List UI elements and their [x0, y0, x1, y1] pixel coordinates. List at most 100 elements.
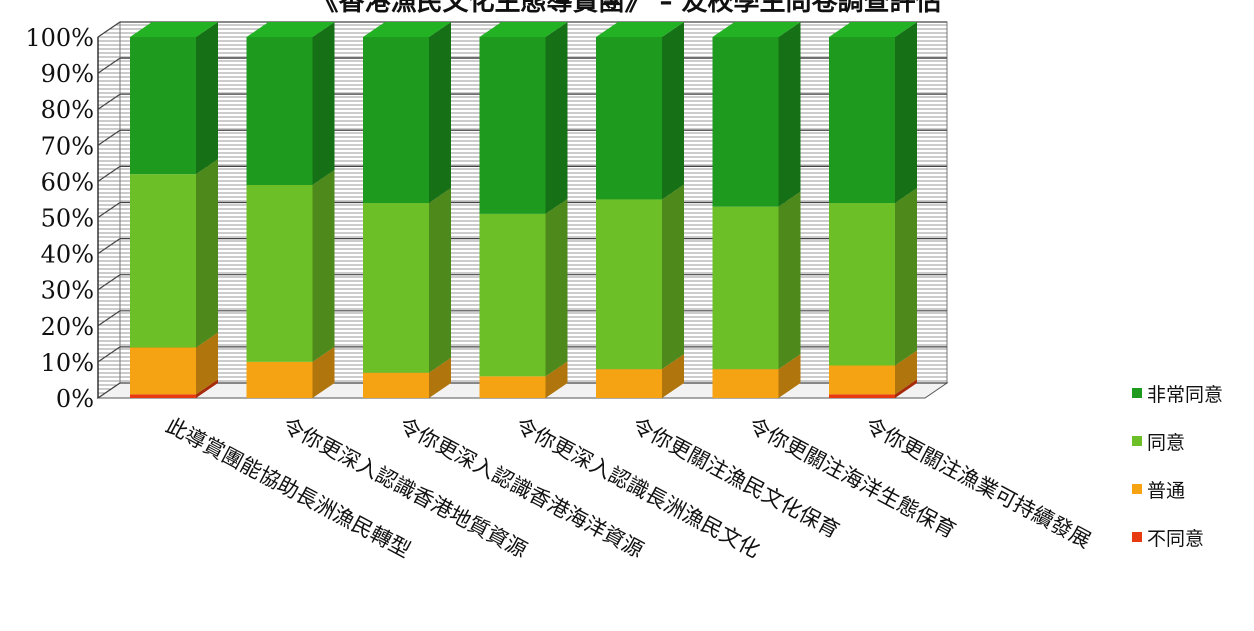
y-tick-label: 30%	[41, 277, 94, 305]
bar-top	[363, 22, 451, 37]
bar-segment	[130, 37, 196, 175]
gridline	[97, 382, 121, 399]
bar-segment	[712, 37, 779, 207]
gridline	[97, 93, 121, 110]
bar-segment	[246, 37, 313, 186]
bar-segment-side	[662, 354, 684, 398]
y-tick-label: 70%	[41, 132, 94, 160]
bar-segment-side	[662, 22, 684, 200]
bar-top	[479, 22, 568, 37]
bar-segment	[246, 361, 313, 398]
y-tick-label: 60%	[41, 168, 94, 196]
legend-label: 普通	[1147, 479, 1186, 502]
bar-segment-side	[196, 22, 218, 175]
bar-stack	[829, 22, 917, 398]
bar-segment	[479, 37, 546, 214]
legend-item: 普通	[1132, 476, 1252, 502]
bar-segment	[596, 199, 662, 370]
bar-segment-side	[429, 357, 451, 398]
gridline	[97, 238, 121, 255]
gridline	[97, 165, 121, 182]
bar-segment-side	[662, 184, 684, 370]
bar-segment	[829, 37, 895, 204]
bar-segment	[130, 174, 196, 348]
bar-segment	[363, 372, 429, 398]
bar-segment-side	[312, 346, 335, 398]
bar-segment-side	[196, 159, 218, 348]
y-tick-label: 90%	[41, 60, 94, 88]
bar-segment-side	[545, 22, 568, 214]
legend: 非常同意同意普通不同意	[1132, 380, 1252, 572]
legend-swatch	[1132, 532, 1142, 542]
bars	[130, 22, 917, 398]
bar-segment	[712, 206, 779, 370]
bar-segment-side	[778, 354, 801, 398]
bar-stack	[130, 22, 218, 398]
legend-item: 非常同意	[1132, 380, 1252, 406]
bar-segment	[130, 394, 196, 398]
bar-stack	[479, 22, 568, 398]
bar-top	[246, 22, 335, 37]
legend-swatch	[1132, 436, 1142, 446]
bar-segment-side	[312, 170, 335, 362]
bar-segment-side	[312, 22, 335, 186]
bar-segment	[596, 369, 662, 398]
bar-stack	[596, 22, 684, 398]
bar-top	[130, 22, 218, 37]
bar-segment	[130, 347, 196, 395]
y-tick-label: 40%	[41, 241, 94, 269]
legend-swatch	[1132, 388, 1142, 398]
bar-stack	[246, 22, 335, 398]
y-tick-label: 80%	[41, 96, 94, 124]
legend-label: 非常同意	[1147, 383, 1224, 406]
bar-segment	[596, 37, 662, 200]
x-tick-label: 令你更關注漁業可持續發展	[861, 413, 1095, 552]
x-tick-label: 令你更關注海洋生態保育	[745, 413, 960, 543]
gridline	[97, 202, 121, 218]
y-tick-label: 10%	[41, 349, 94, 377]
gridline	[97, 346, 121, 363]
legend-item: 同意	[1132, 428, 1252, 454]
bar-stack	[363, 22, 451, 398]
gridline	[97, 21, 121, 38]
y-tick-label: 0%	[56, 385, 94, 413]
y-tick-label: 20%	[41, 313, 94, 341]
y-tick-label: 50%	[41, 205, 94, 233]
gridline	[97, 274, 121, 291]
x-axis-labels: 此導賞團能協助長洲漁民轉型令你更深入認識香港地質資源令你更深入認識香港海洋資源令…	[162, 413, 1095, 562]
legend-label: 不同意	[1147, 527, 1205, 550]
bar-segment	[363, 203, 429, 373]
bar-segment-side	[778, 191, 801, 370]
bar-top	[712, 22, 801, 37]
bar-segment	[829, 394, 895, 398]
bar-segment-side	[895, 188, 917, 366]
bar-segment-side	[429, 188, 451, 373]
bar-segment	[479, 376, 546, 398]
y-axis-ticks: 0% 10% 20% 30% 40% 50% 60% 70% 80% 90% 100%	[25, 24, 94, 413]
chart-title: 《香港漁民文化生態導賞團》 – 友校學生問卷調查評估	[312, 0, 941, 17]
bar-top	[829, 22, 917, 37]
bar-segment-side	[545, 198, 568, 377]
bar-segment-side	[196, 379, 218, 398]
bar-segment-side	[778, 22, 801, 207]
bar-segment	[479, 213, 546, 377]
gridline	[97, 57, 121, 74]
gridline	[97, 129, 121, 146]
y-tick-label: 100%	[25, 24, 94, 52]
bar-segment	[246, 185, 313, 362]
bar-top	[596, 22, 684, 37]
bar-segment-side	[895, 350, 917, 395]
bar-segment	[712, 369, 779, 398]
bar-segment	[829, 365, 895, 395]
bar-segment	[829, 203, 895, 366]
bar-segment-side	[545, 361, 568, 398]
legend-swatch	[1132, 484, 1142, 494]
bar-segment-side	[895, 379, 917, 398]
bar-segment-side	[196, 332, 218, 395]
bar-segment	[363, 37, 429, 204]
legend-item: 不同意	[1132, 524, 1252, 550]
legend-label: 同意	[1147, 431, 1186, 454]
x-tick-label: 令你更關注漁民文化保育	[628, 413, 843, 543]
bar-stack	[712, 22, 801, 398]
